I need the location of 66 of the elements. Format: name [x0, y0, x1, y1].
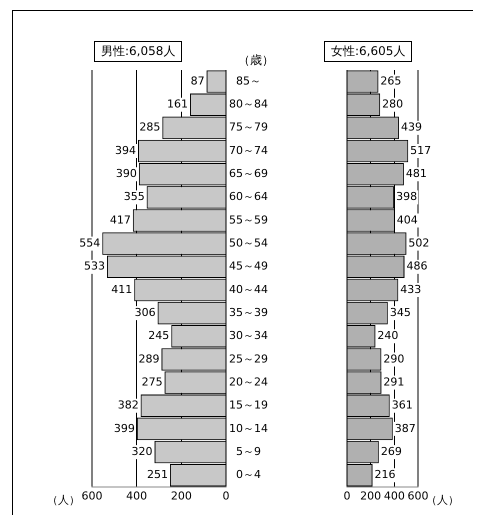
- x-tick-label: 600: [408, 489, 428, 502]
- data-label: 517: [410, 144, 432, 157]
- data-label: 291: [383, 375, 404, 388]
- data-label: 161: [167, 98, 188, 111]
- x-tick-label: 600: [82, 489, 102, 502]
- y-tick-label: 65～69: [228, 167, 268, 180]
- y-axis-title: （歳）: [237, 52, 275, 69]
- y-tick-label: 60～64: [228, 190, 268, 204]
- data-label: 399: [114, 422, 135, 435]
- data-label: 280: [382, 98, 404, 111]
- data-label: 240: [377, 329, 398, 342]
- x-tick-label: 200: [170, 489, 192, 502]
- data-label: 361: [392, 398, 413, 412]
- data-label: 502: [408, 236, 430, 250]
- data-label: 345: [390, 306, 411, 319]
- x-tick-label: 200: [360, 489, 382, 502]
- data-label: 382: [118, 398, 139, 412]
- y-tick-label: 55～59: [228, 213, 268, 226]
- data-label: 269: [380, 444, 402, 458]
- y-tick-label: 85～: [236, 74, 261, 88]
- x-tick-label: 0: [222, 489, 230, 502]
- data-label: 411: [111, 282, 132, 296]
- data-label: 398: [396, 190, 418, 204]
- x-tick-label: 400: [384, 489, 405, 502]
- data-label: 486: [406, 260, 428, 273]
- y-tick-label: 25～29: [228, 352, 268, 366]
- y-tick-label: 40～44: [228, 282, 268, 296]
- data-label: 320: [132, 444, 153, 458]
- data-label: 417: [110, 213, 131, 226]
- y-tick-label: 10～14: [228, 422, 268, 435]
- data-label: 289: [138, 352, 160, 366]
- data-label: 216: [374, 468, 396, 482]
- x-axis-title: （人）: [47, 494, 80, 507]
- x-tick-label: 400: [126, 489, 148, 502]
- data-label: 285: [139, 120, 160, 134]
- data-label: 251: [146, 468, 168, 482]
- data-label: 554: [79, 236, 100, 250]
- y-tick-label: 20～24: [228, 375, 268, 388]
- text: 女性:6,605人: [324, 41, 412, 62]
- y-tick-label: 45～49: [228, 260, 268, 273]
- data-label: 533: [84, 260, 105, 273]
- data-label: 265: [380, 74, 402, 88]
- data-label: 245: [148, 329, 170, 342]
- data-label: 355: [124, 190, 145, 204]
- y-tick-label: 5～9: [236, 444, 261, 458]
- y-tick-label: 80～84: [228, 98, 268, 111]
- data-label: 404: [396, 213, 418, 226]
- y-tick-label: 50～54: [228, 236, 268, 250]
- y-tick-label: 35～39: [228, 306, 268, 319]
- data-label: 481: [406, 167, 427, 180]
- y-tick-label: 30～34: [228, 329, 268, 342]
- text: 男性:6,058人: [94, 41, 182, 62]
- data-label: 439: [400, 120, 422, 134]
- x-tick-label: 0: [344, 489, 350, 502]
- data-label: 275: [142, 375, 163, 388]
- data-label: 387: [394, 422, 416, 435]
- y-tick-label: 0～4: [236, 468, 261, 482]
- y-tick-label: 70～74: [228, 144, 268, 157]
- y-tick-label: 15～19: [228, 398, 268, 412]
- data-label: 394: [115, 144, 136, 157]
- data-label: 87: [190, 74, 205, 88]
- y-tick-label: 75～79: [228, 120, 268, 134]
- data-label: 390: [116, 167, 137, 180]
- data-label: 433: [400, 282, 422, 296]
- data-label: 306: [134, 306, 156, 319]
- data-label: 290: [383, 352, 404, 366]
